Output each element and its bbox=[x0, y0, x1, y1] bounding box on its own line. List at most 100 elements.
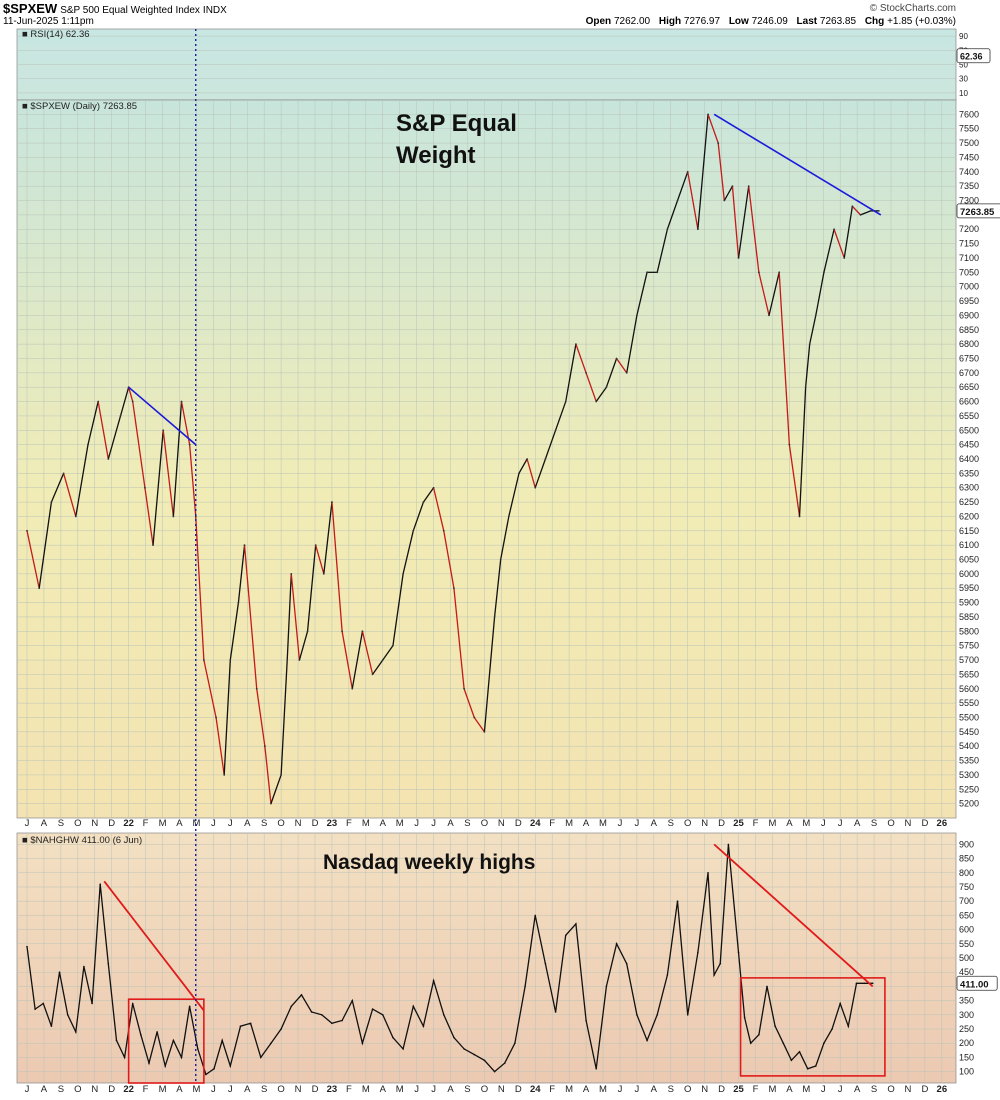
nahghw-point bbox=[855, 982, 858, 985]
x-tick-label: J bbox=[414, 1084, 419, 1095]
nahghw-point bbox=[140, 1033, 142, 1036]
x-tick-label: J bbox=[618, 1084, 623, 1095]
price-point bbox=[453, 587, 455, 590]
price-point bbox=[723, 199, 726, 202]
nahghw-point bbox=[871, 982, 874, 985]
x-tick-label: S bbox=[58, 1084, 64, 1095]
x-tick-label: M bbox=[599, 1084, 607, 1095]
price-point bbox=[534, 486, 537, 489]
low-value: 7246.09 bbox=[751, 16, 788, 27]
nahghw-point bbox=[544, 962, 547, 965]
nahghw-point bbox=[361, 1042, 364, 1045]
y-tick-label: 5550 bbox=[959, 698, 979, 708]
price-line-segment bbox=[758, 272, 770, 316]
x-tick-label: D bbox=[515, 818, 522, 829]
nahghw-point bbox=[697, 951, 699, 954]
nahghw-point bbox=[473, 1053, 476, 1056]
y-tick-label: 5500 bbox=[959, 712, 979, 722]
y-tick-label: 6700 bbox=[959, 368, 979, 378]
nahghw-point bbox=[554, 1011, 557, 1013]
y-tick-label: 6600 bbox=[959, 397, 979, 407]
price-point bbox=[473, 716, 476, 719]
x-tick-label: J bbox=[431, 818, 436, 829]
x-tick-label: M bbox=[565, 818, 573, 829]
nahghw-point bbox=[239, 1025, 242, 1027]
x-tick-label: O bbox=[277, 818, 284, 829]
price-line-segment bbox=[493, 559, 502, 618]
x-tick-label: S bbox=[464, 1084, 470, 1095]
price-line-segment bbox=[26, 530, 40, 589]
price-point bbox=[202, 659, 205, 661]
price-point bbox=[314, 544, 317, 547]
x-tick-label: F bbox=[143, 818, 149, 829]
x-tick-label: A bbox=[651, 818, 658, 829]
y-tick-label: 550 bbox=[959, 939, 974, 949]
x-tick-label: D bbox=[921, 818, 928, 829]
x-tick-label: S bbox=[668, 1084, 674, 1095]
x-tick-label: A bbox=[244, 818, 251, 829]
annotations: S&P Equal Weight Nasdaq weekly highs 62.36 7… bbox=[103, 29, 1000, 1084]
nahghw-point bbox=[863, 982, 866, 985]
x-tick-label: D bbox=[515, 1084, 522, 1095]
price-line-segment bbox=[264, 746, 272, 804]
nahghw-point bbox=[749, 1042, 752, 1045]
price-point bbox=[215, 716, 217, 719]
price-point bbox=[499, 558, 502, 561]
x-tick-label: S bbox=[668, 818, 674, 829]
y-tick-label: 5850 bbox=[959, 612, 979, 622]
date-stamp: 11-Jun-2025 1:11pm bbox=[3, 16, 94, 27]
nahghw-point bbox=[782, 1042, 785, 1045]
x-tick-label: F bbox=[753, 1084, 759, 1095]
price-line-segment bbox=[748, 186, 760, 273]
price-point bbox=[731, 185, 734, 188]
y-tick-label: 5250 bbox=[959, 784, 979, 794]
price-line-segment bbox=[412, 501, 425, 532]
x-tick-label: 22 bbox=[123, 1084, 134, 1095]
x-tick-label: N bbox=[701, 1084, 708, 1095]
x-tick-label: D bbox=[921, 1084, 928, 1095]
y-tick-label: 6850 bbox=[959, 325, 979, 335]
y-tick-label: 50 bbox=[959, 61, 968, 70]
nahghw-point bbox=[381, 1014, 384, 1016]
x-tick-label: A bbox=[41, 818, 48, 829]
x-tick-label: A bbox=[786, 1084, 793, 1095]
x-tick-label: F bbox=[549, 818, 555, 829]
nahghw-point bbox=[831, 1028, 833, 1030]
price-point bbox=[286, 659, 289, 661]
x-tick-label: N bbox=[905, 818, 912, 829]
x-tick-label: J bbox=[211, 818, 216, 829]
price-line-segment bbox=[453, 588, 465, 689]
price-line-segment bbox=[361, 631, 374, 675]
last-value-label: 7263.85 bbox=[960, 207, 995, 218]
x-tick-label: M bbox=[599, 818, 607, 829]
price-point bbox=[463, 687, 465, 690]
price-line-segment bbox=[331, 502, 343, 632]
price-point bbox=[280, 774, 283, 776]
x-tick-label: M bbox=[802, 1084, 810, 1095]
price-line-segment bbox=[315, 544, 325, 575]
y-tick-label: 450 bbox=[959, 967, 974, 977]
price-line-segment bbox=[203, 659, 217, 718]
price-point bbox=[341, 630, 344, 633]
nahghw-point bbox=[453, 1036, 455, 1039]
price-line-segment bbox=[195, 516, 205, 661]
price-line-segment bbox=[595, 386, 607, 402]
price-line-segment bbox=[656, 229, 669, 273]
price-point bbox=[402, 572, 404, 575]
x-tick-label: 25 bbox=[733, 1084, 744, 1095]
x-tick-label: S bbox=[58, 818, 64, 829]
x-tick-label: 24 bbox=[530, 1084, 541, 1095]
price-point bbox=[554, 429, 557, 432]
y-tick-label: 650 bbox=[959, 910, 974, 920]
price-line-segment bbox=[575, 343, 587, 374]
nahghw-point bbox=[564, 934, 567, 937]
x-tick-label: A bbox=[41, 1084, 48, 1095]
nahghw-point bbox=[534, 914, 537, 917]
y-tick-label: 250 bbox=[959, 1024, 974, 1034]
x-tick-label: M bbox=[768, 1084, 776, 1095]
nahghw-point bbox=[737, 951, 740, 954]
x-tick-label: D bbox=[108, 1084, 115, 1095]
price-point bbox=[757, 271, 760, 274]
y-tick-label: 6300 bbox=[959, 483, 979, 493]
open-value: 7262.00 bbox=[613, 16, 651, 27]
